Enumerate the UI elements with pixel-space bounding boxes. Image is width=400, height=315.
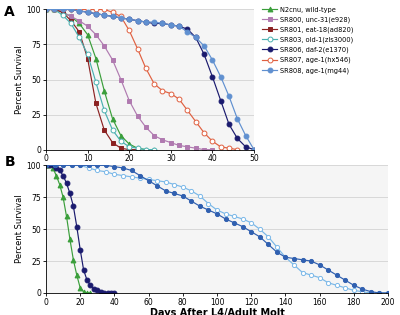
Y-axis label: Percent Survival: Percent Survival xyxy=(15,45,24,114)
X-axis label: Days After L4/Adult Molt: Days After L4/Adult Molt xyxy=(150,308,284,315)
Legend: N2cnu, wild-type, SR800, unc-31(e928), SR801, eat-18(ad820), SR803, old-1(zls300: N2cnu, wild-type, SR800, unc-31(e928), S… xyxy=(262,7,353,74)
Y-axis label: Percent Survival: Percent Survival xyxy=(15,195,24,263)
Text: B: B xyxy=(5,155,16,169)
Text: A: A xyxy=(4,5,15,19)
